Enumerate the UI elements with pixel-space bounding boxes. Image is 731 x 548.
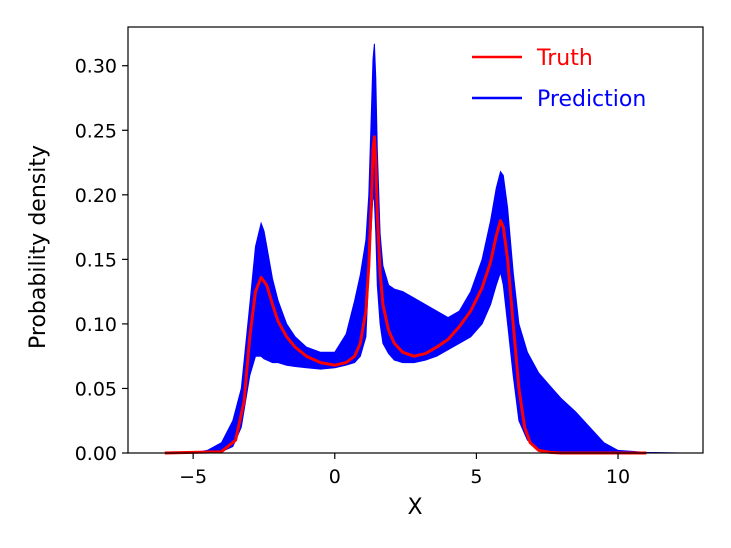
legend: Truth Prediction: [472, 46, 646, 112]
truth-line: [164, 135, 647, 455]
y-tick-label: 0.10: [75, 314, 117, 336]
y-tick-label: 0.00: [75, 443, 117, 465]
legend-label-prediction: Prediction: [537, 87, 646, 112]
y-tick-label: 0.15: [75, 249, 117, 271]
y-tick-label: 0.25: [75, 120, 117, 142]
legend-label-truth: Truth: [536, 46, 593, 71]
x-tick-label: 0: [329, 466, 341, 488]
plot-frame: [127, 26, 704, 454]
y-tick-label: 0.05: [75, 378, 117, 400]
x-tick-label: 5: [470, 466, 482, 488]
x-tick-label: −5: [179, 466, 207, 488]
y-axis-label: Probability density: [26, 145, 51, 349]
y-tick-label: 0.30: [75, 56, 117, 78]
x-tick-label: 10: [606, 466, 630, 488]
x-axis-label: X: [407, 495, 422, 520]
y-tick-label: 0.20: [75, 185, 117, 207]
